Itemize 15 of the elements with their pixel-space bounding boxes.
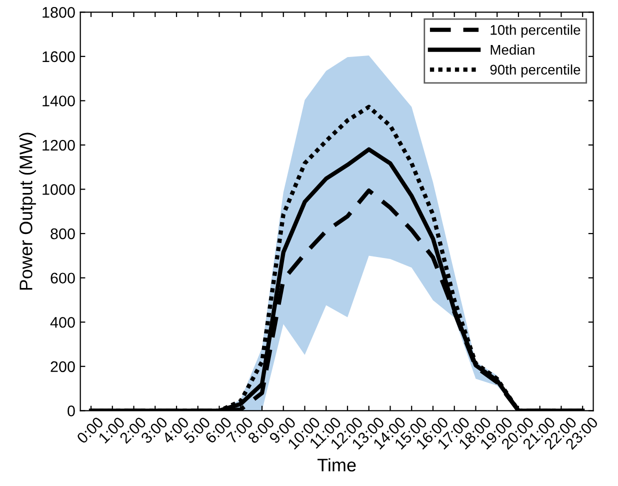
y-tick-label: 1600 (42, 51, 75, 62)
y-tick-label: 0 (68, 406, 75, 416)
y-tick-label: 1800 (42, 7, 75, 18)
x-axis-title: Time (317, 458, 356, 472)
legend-label: Median (490, 44, 534, 55)
y-tick-label: 800 (50, 228, 75, 240)
y-tick-label: 200 (50, 361, 75, 372)
legend-label: 10th percentile (490, 24, 580, 38)
y-tick-label: 1000 (42, 184, 75, 195)
y-tick-label: 1400 (42, 96, 75, 106)
y-axis-title: Power Output (MW) (19, 132, 36, 290)
y-tick-label: 1200 (42, 140, 75, 151)
legend-label: 90th percentile (490, 64, 580, 78)
y-tick-label: 400 (50, 316, 75, 328)
y-tick-label: 600 (50, 272, 75, 284)
